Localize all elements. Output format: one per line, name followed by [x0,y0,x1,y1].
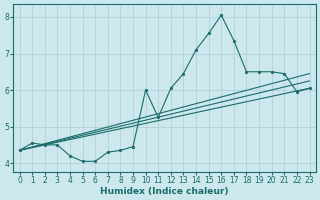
X-axis label: Humidex (Indice chaleur): Humidex (Indice chaleur) [100,187,229,196]
